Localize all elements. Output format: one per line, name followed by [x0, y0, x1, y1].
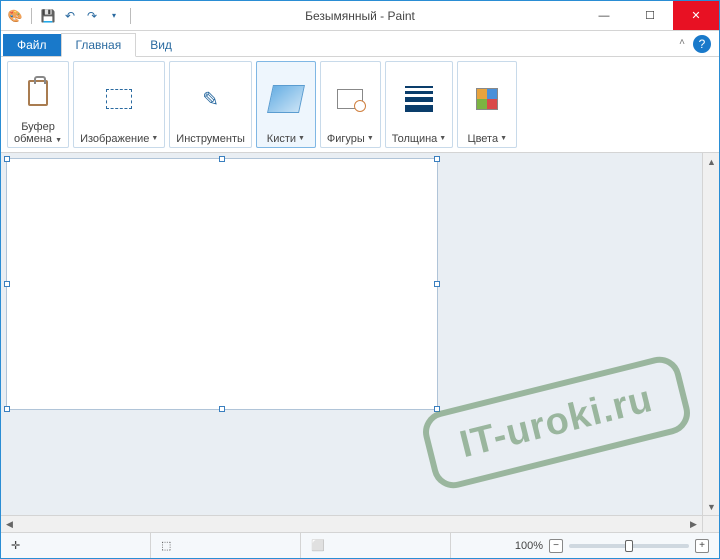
scroll-right-icon[interactable]: ▶ [685, 516, 702, 532]
tab-view[interactable]: Вид [136, 34, 186, 56]
group-label-thickness: Толщина▼ [392, 133, 446, 145]
group-shapes[interactable]: Фигуры▼ [320, 61, 381, 148]
vertical-scrollbar[interactable]: ▲ ▼ [702, 153, 719, 515]
group-thickness[interactable]: Толщина▼ [385, 61, 453, 148]
status-image-size: ⬜ [301, 533, 451, 558]
quick-access-toolbar: 🎨 💾 ↶ ↷ ▾ [1, 8, 139, 24]
zoom-slider-thumb[interactable] [625, 540, 633, 552]
horizontal-scrollbar[interactable]: ◀ ▶ [1, 515, 702, 532]
scroll-up-icon[interactable]: ▲ [703, 153, 719, 170]
redo-icon[interactable]: ↷ [84, 8, 100, 24]
resize-handle[interactable] [219, 406, 225, 412]
resize-handle[interactable] [434, 281, 440, 287]
resize-handle[interactable] [4, 156, 10, 162]
tab-home[interactable]: Главная [61, 33, 137, 57]
status-cursor-position: ✛ [1, 533, 151, 558]
thickness-icon [403, 83, 435, 115]
work-area: ▲ ▼ ◀ ▶ IT-uroki.ru [1, 153, 719, 532]
zoom-controls: 100% − + [505, 539, 719, 553]
qat-customize-icon[interactable]: ▾ [106, 8, 122, 24]
resize-handle[interactable] [4, 406, 10, 412]
group-image[interactable]: Изображение▼ [73, 61, 165, 148]
group-tools[interactable]: ✎ Инструменты [169, 61, 252, 148]
paint-app-icon: 🎨 [7, 8, 23, 24]
group-label-colors: Цвета▼ [467, 133, 507, 145]
window-title: Безымянный - Paint [139, 9, 581, 23]
tab-file[interactable]: Файл [3, 34, 61, 56]
zoom-in-button[interactable]: + [695, 539, 709, 553]
colors-icon [471, 83, 503, 115]
watermark-stamp: IT-uroki.ru [419, 352, 695, 493]
paint-window: 🎨 💾 ↶ ↷ ▾ Безымянный - Paint — ☐ ✕ Файл … [0, 0, 720, 559]
group-label-clipboard: Буфер обмена ▼ [14, 121, 62, 145]
title-bar: 🎨 💾 ↶ ↷ ▾ Безымянный - Paint — ☐ ✕ [1, 1, 719, 31]
ribbon: Буфер обмена ▼ Изображение▼ ✎ Инструмент… [1, 57, 719, 153]
status-selection-size: ⬚ [151, 533, 301, 558]
group-brushes[interactable]: Кисти▼ [256, 61, 316, 148]
ribbon-tabs: Файл Главная Вид ˄ ? [1, 31, 719, 57]
size-icon: ⬜ [311, 539, 325, 552]
status-bar: ✛ ⬚ ⬜ 100% − + [1, 532, 719, 558]
select-icon [103, 83, 135, 115]
separator [130, 8, 131, 24]
resize-handle[interactable] [4, 281, 10, 287]
scroll-down-icon[interactable]: ▼ [703, 498, 719, 515]
shapes-icon [334, 83, 366, 115]
help-icon[interactable]: ? [693, 35, 711, 53]
group-colors[interactable]: Цвета▼ [457, 61, 517, 148]
save-icon[interactable]: 💾 [40, 8, 56, 24]
group-clipboard[interactable]: Буфер обмена ▼ [7, 61, 69, 148]
window-controls: — ☐ ✕ [581, 1, 719, 30]
canvas[interactable] [7, 159, 437, 409]
resize-handle[interactable] [434, 156, 440, 162]
group-label-shapes: Фигуры▼ [327, 133, 374, 145]
scroll-left-icon[interactable]: ◀ [1, 516, 18, 532]
tools-icon: ✎ [195, 83, 227, 115]
undo-icon[interactable]: ↶ [62, 8, 78, 24]
zoom-value: 100% [515, 540, 543, 552]
minimize-button[interactable]: — [581, 1, 627, 30]
watermark-text: IT-uroki.ru [419, 352, 695, 493]
separator [31, 8, 32, 24]
group-label-tools: Инструменты [176, 133, 245, 145]
maximize-button[interactable]: ☐ [627, 1, 673, 30]
scroll-corner [702, 515, 719, 532]
zoom-slider[interactable] [569, 544, 689, 548]
selection-icon: ⬚ [161, 539, 171, 552]
clipboard-icon [22, 77, 54, 109]
brushes-icon [270, 83, 302, 115]
close-button[interactable]: ✕ [673, 1, 719, 30]
cursor-icon: ✛ [11, 539, 20, 552]
zoom-out-button[interactable]: − [549, 539, 563, 553]
group-label-brushes: Кисти▼ [267, 133, 305, 145]
ribbon-collapse-icon[interactable]: ˄ [679, 37, 685, 48]
resize-handle[interactable] [434, 406, 440, 412]
group-label-image: Изображение▼ [80, 133, 158, 145]
resize-handle[interactable] [219, 156, 225, 162]
